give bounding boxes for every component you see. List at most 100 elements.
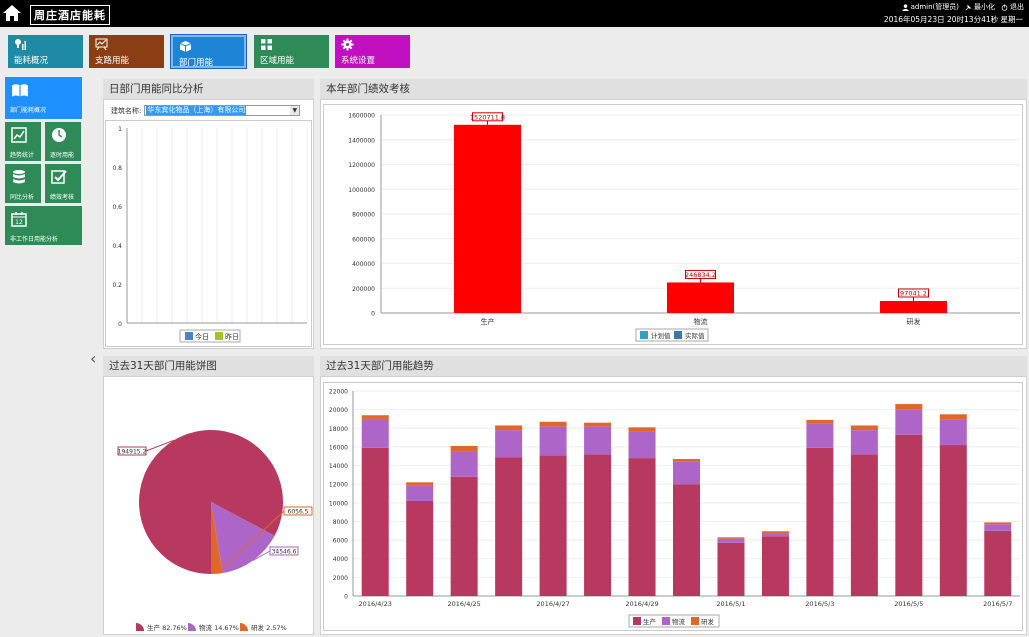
bar-actual bbox=[454, 124, 521, 313]
sidebar-item-performance[interactable]: 绩效考核 bbox=[45, 164, 81, 203]
x-tick-label: 2016/4/25 bbox=[447, 600, 480, 608]
y-tick-label: 1200000 bbox=[348, 162, 375, 169]
data-label-box bbox=[472, 112, 503, 122]
chevron-down-icon[interactable]: ▼ bbox=[290, 106, 300, 115]
annual-chart: 1600000 1400000 1200000 1000000 800000 600000… bbox=[323, 104, 1023, 345]
y-tick-label: 1000000 bbox=[348, 187, 375, 194]
y-tick-label: 20000 bbox=[329, 407, 348, 414]
y-tick-label: 6000 bbox=[333, 538, 348, 545]
datetime: 2016年05月23日 20时13分41秒 星期一 bbox=[883, 15, 1023, 24]
y-tick-label: 4000 bbox=[333, 556, 348, 563]
y-tick-label: 12000 bbox=[329, 482, 348, 489]
sidebar-item-nonworkday[interactable]: 12 非工作日用能分析 bbox=[5, 206, 82, 245]
nav-system-settings[interactable]: 系统设置 bbox=[335, 35, 410, 68]
sidebar-label: 非工作日用能分析 bbox=[10, 236, 59, 243]
user-link[interactable]: admin(管理员) bbox=[901, 2, 959, 12]
y-tick-label: 0.8 bbox=[112, 165, 122, 172]
nav-label: 支路用能 bbox=[95, 56, 130, 66]
minimize-label: 最小化 bbox=[974, 3, 995, 11]
minimize-button[interactable]: 最小化 bbox=[965, 2, 995, 12]
bar-segment bbox=[850, 430, 878, 455]
home-icon[interactable] bbox=[2, 3, 22, 23]
sidebar-label: 绩效考核 bbox=[50, 194, 75, 201]
daily-panel-title: 日部门用能同比分析 bbox=[103, 79, 314, 99]
legend-label: 物流 bbox=[672, 617, 686, 626]
nav-label: 能耗概况 bbox=[14, 56, 49, 66]
building-select-value: 华东宾化物品（上海）有限公司 bbox=[146, 106, 247, 115]
bar-segment bbox=[539, 455, 567, 596]
logout-button[interactable]: 退出 bbox=[1001, 2, 1024, 12]
bar-segment bbox=[984, 522, 1012, 525]
y-tick-label: 1400000 bbox=[348, 137, 375, 144]
x-tick-label: 2016/4/23 bbox=[359, 600, 392, 608]
bar-segment bbox=[539, 426, 567, 456]
sidebar-item-dept-overview[interactable]: 部门能耗概况 bbox=[5, 77, 82, 119]
annual-panel-title: 本年部门绩效考核 bbox=[320, 79, 1027, 99]
trend-chart-icon bbox=[11, 127, 27, 143]
bar-segment bbox=[761, 536, 789, 596]
x-tick-label: 2016/5/3 bbox=[805, 600, 834, 608]
collapse-sidebar-chevron-icon[interactable]: ‹ bbox=[90, 349, 97, 368]
legend-swatch bbox=[240, 623, 248, 631]
sidebar-item-yoy[interactable]: 同比分析 bbox=[5, 164, 41, 203]
legend-label: 物流 14.67% bbox=[199, 623, 239, 632]
pie-panel: 194915.2 34546.6 6056.5 生产 82.76% 物流 14.67% 研… bbox=[103, 376, 314, 635]
nav-label: 区域用能 bbox=[260, 56, 295, 66]
bar-segment bbox=[895, 404, 923, 410]
sidebar-item-hourly[interactable]: 逐时用能 bbox=[45, 122, 81, 161]
nav-energy-overview[interactable]: 能耗概况 bbox=[8, 35, 83, 68]
bar-segment bbox=[984, 530, 1012, 596]
y-tick-label: 0.6 bbox=[112, 204, 122, 211]
bar-segment bbox=[806, 423, 834, 448]
x-tick-label: 生产 bbox=[481, 317, 495, 326]
checkbox-icon bbox=[51, 170, 67, 184]
top-bar: 周庄酒店能耗 admin(管理员) 最小化 退出 2016年05月23日 20时… bbox=[0, 0, 1029, 27]
x-tick-label: 2016/5/5 bbox=[894, 600, 923, 608]
bar-segment bbox=[673, 484, 700, 596]
legend-box bbox=[635, 328, 709, 342]
data-label-box bbox=[117, 446, 147, 456]
y-tick-label: 18000 bbox=[329, 426, 348, 433]
bar-segment bbox=[450, 476, 478, 596]
bar-segment bbox=[539, 421, 567, 427]
y-tick-label: 14000 bbox=[329, 463, 348, 470]
app-title: 周庄酒店能耗 bbox=[30, 5, 110, 25]
y-tick-label: 200000 bbox=[352, 286, 375, 293]
chart-board-icon bbox=[95, 38, 108, 51]
nav-department-energy[interactable]: 部门用能 bbox=[171, 35, 246, 68]
legend-swatch bbox=[691, 617, 699, 625]
y-tick-label: 400000 bbox=[352, 261, 375, 268]
bar-segment bbox=[673, 461, 700, 485]
bar-segment bbox=[584, 454, 612, 596]
legend-label: 生产 82.76% bbox=[147, 623, 187, 632]
bar-segment bbox=[761, 531, 789, 534]
data-label-box bbox=[269, 546, 299, 556]
pie-slice bbox=[211, 502, 223, 574]
bar-segment bbox=[628, 427, 656, 432]
sidebar-label: 同比分析 bbox=[10, 194, 35, 201]
bar-segment bbox=[717, 542, 745, 596]
y-tick-label: 0 bbox=[371, 311, 375, 318]
trend-chart: 2200020000180001600014000120001000080006… bbox=[323, 382, 1023, 631]
legend-label: 研发 bbox=[701, 617, 715, 626]
data-label-box bbox=[283, 506, 313, 516]
logout-label: 退出 bbox=[1010, 3, 1024, 11]
bar-segment bbox=[717, 537, 745, 539]
svg-text:12: 12 bbox=[15, 219, 23, 226]
legend-box bbox=[179, 329, 241, 343]
nav-area-energy[interactable]: 区域用能 bbox=[254, 35, 329, 68]
data-label: 1520711.8 bbox=[470, 113, 505, 121]
nav-branch-energy[interactable]: 支路用能 bbox=[89, 35, 164, 68]
bar-segment bbox=[761, 533, 789, 537]
building-select[interactable]: 华东宾化物品（上海）有限公司 ▼ bbox=[144, 105, 301, 116]
user-bar: admin(管理员) 最小化 退出 bbox=[901, 2, 1024, 12]
bar-segment bbox=[895, 409, 923, 435]
y-tick-label: 600000 bbox=[352, 236, 375, 243]
sidebar-label: 趋势统计 bbox=[10, 152, 35, 159]
sidebar-item-trend[interactable]: 趋势统计 bbox=[5, 122, 41, 161]
x-tick-label: 2016/5/1 bbox=[716, 600, 745, 608]
data-label-box bbox=[685, 269, 716, 279]
daily-chart: 1 0.8 0.6 0.4 0.2 0 今日 昨日 bbox=[105, 120, 312, 347]
bar-segment bbox=[495, 430, 523, 458]
bar-segment bbox=[895, 434, 923, 596]
